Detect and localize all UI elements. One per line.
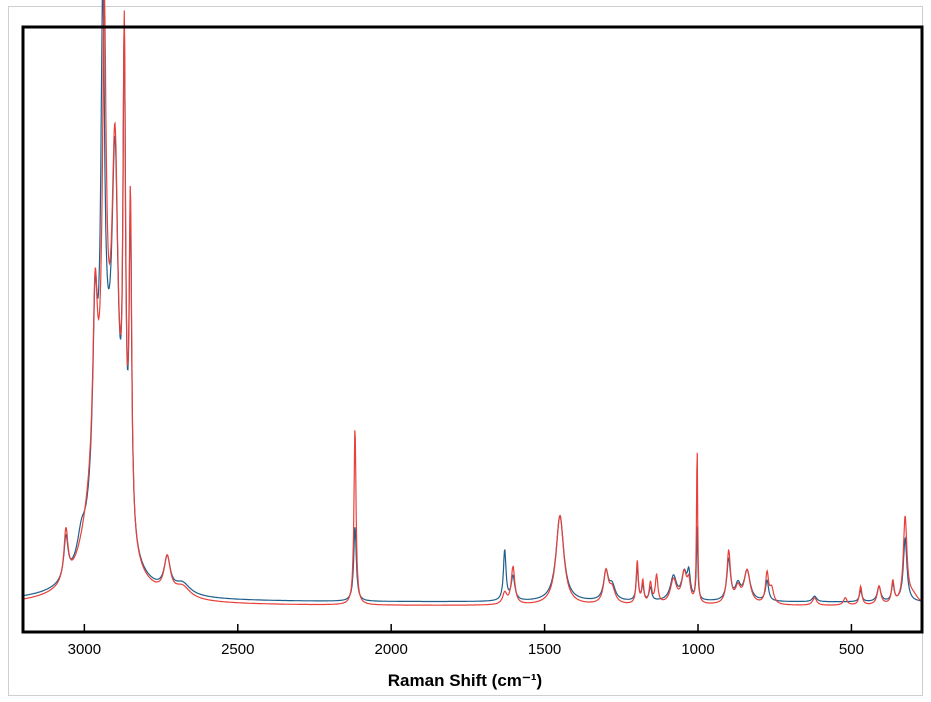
x-axis-title: Raman Shift (cm⁻¹)	[388, 671, 542, 690]
figure-frame	[8, 6, 923, 696]
x-tick-label: 3000	[68, 641, 101, 658]
x-tick-label: 1000	[681, 641, 714, 658]
x-tick-label: 500	[839, 641, 864, 658]
x-tick-label: 2500	[221, 641, 254, 658]
x-tick-label: 1500	[528, 641, 561, 658]
x-tick-label: 2000	[375, 641, 408, 658]
spectrum-series-2	[23, 0, 922, 603]
x-axis: 3000 2500 2000 1500 1000 500	[68, 624, 864, 658]
spectrum-series-1	[22, 0, 923, 606]
plot-area-border	[21, 25, 924, 634]
series-layer	[22, 0, 923, 606]
